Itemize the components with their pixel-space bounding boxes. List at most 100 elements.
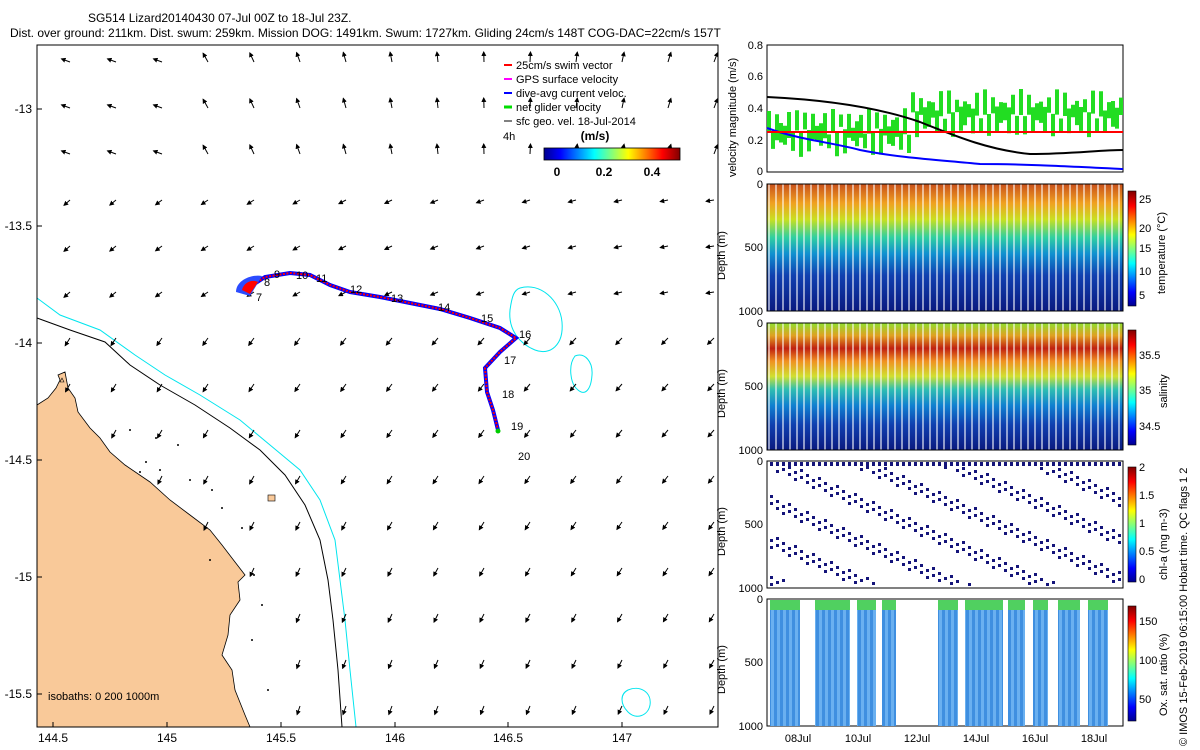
cb-tick: 1.5 — [1139, 490, 1154, 502]
chla-sample — [842, 462, 845, 466]
chla-sample — [920, 462, 923, 466]
chla-sample — [938, 579, 941, 582]
chla-sample — [1064, 480, 1067, 483]
chla-sample — [902, 482, 905, 485]
chla-sample — [770, 576, 773, 579]
chla-sample — [1034, 499, 1037, 502]
chla-sample — [896, 477, 899, 480]
chla-sample — [932, 574, 935, 577]
chla-sample — [788, 510, 791, 513]
chla-sample — [794, 462, 797, 466]
chla-sample — [878, 469, 881, 472]
chla-sample — [980, 475, 983, 478]
chla-sample — [974, 507, 977, 510]
chla-sample — [1064, 547, 1067, 550]
chla-sample — [800, 469, 803, 472]
chla-sample — [776, 544, 779, 547]
isobaths-label: isobaths: 0 200 1000m — [48, 691, 159, 703]
chla-sample — [854, 544, 857, 547]
track-label: 17 — [504, 355, 516, 367]
oxygen-profile-group — [965, 605, 1003, 726]
velocity-arrow — [340, 383, 347, 393]
legend-label: GPS surface velocity — [516, 74, 619, 86]
velocity-arrow — [386, 475, 393, 485]
chla-sample — [866, 547, 869, 550]
chla-sample — [860, 542, 863, 545]
track-label: 12 — [350, 284, 362, 296]
velocity-arrow — [340, 429, 347, 439]
chla-sample — [1088, 486, 1091, 489]
chla-sample — [890, 560, 893, 563]
chla-sample — [782, 579, 785, 582]
chla-sample — [890, 472, 893, 475]
velocity-arrow — [661, 475, 669, 484]
velocity-arrow — [295, 51, 301, 63]
chla-sample — [920, 564, 923, 567]
chla-sample — [794, 545, 797, 548]
velocity-arrow — [569, 337, 577, 346]
chla-sample — [788, 473, 791, 476]
velocity-arrow — [574, 97, 580, 109]
velocity-arrow — [523, 383, 531, 392]
chla-sample — [956, 550, 959, 553]
colorbar-title: (m/s) — [581, 129, 610, 143]
cb-tick: 0 — [1139, 574, 1145, 586]
chla-sample — [956, 499, 959, 502]
velocity-arrow — [249, 143, 255, 155]
chla-sample — [950, 575, 953, 578]
velocity-arrow — [713, 143, 719, 155]
chla-sample — [986, 480, 989, 483]
track-label: 15 — [481, 313, 493, 325]
velocity-arrow — [338, 199, 347, 205]
velocity-arrow — [663, 659, 669, 669]
velocity-arrow — [338, 245, 347, 251]
velocity-arrow — [432, 475, 439, 485]
chla-sample — [830, 462, 833, 466]
chla-sample — [1112, 529, 1115, 532]
chla-sample — [926, 462, 929, 466]
chla-sample — [1028, 538, 1031, 541]
cb-tick: 34.5 — [1139, 421, 1160, 433]
chla-sample — [962, 504, 965, 507]
chla-sample — [1010, 574, 1013, 577]
chla-sample — [950, 538, 953, 541]
velocity-arrow — [200, 291, 209, 298]
velocity-arrow — [709, 705, 715, 715]
chla-sample — [974, 558, 977, 561]
velocity-arrow — [156, 383, 163, 393]
chla-sample — [776, 500, 779, 503]
velocity-arrow — [525, 613, 531, 623]
chla-sample — [842, 527, 845, 530]
glider-track — [236, 270, 520, 434]
velocity-arrow — [156, 337, 163, 347]
depth-tick: 0 — [757, 179, 763, 191]
chla-sample — [818, 521, 821, 524]
net-velocity-series — [767, 89, 1123, 157]
chla-sample — [884, 511, 887, 514]
velocity-arrow — [616, 567, 623, 577]
chla-sample — [806, 511, 809, 514]
chla-sample — [836, 492, 839, 495]
chla-sample — [932, 462, 935, 466]
chla-sample — [854, 493, 857, 496]
chla-sample — [1022, 570, 1025, 573]
chla-sample — [998, 483, 1001, 486]
chla-sample — [896, 558, 899, 561]
chla-sample — [986, 517, 989, 520]
chla-sample — [1052, 470, 1055, 473]
chla-sample — [980, 549, 983, 552]
track-label: 10 — [296, 270, 308, 282]
velocity-arrow — [383, 245, 393, 250]
velocity-arrow — [202, 429, 209, 439]
velocity-arrow — [429, 291, 439, 296]
chla-sample — [1046, 462, 1049, 466]
chla-sample — [902, 556, 905, 559]
track-label: 11 — [316, 273, 327, 285]
velocity-arrow — [620, 51, 626, 63]
chla-sample — [848, 539, 851, 542]
velocity-arrow — [475, 291, 485, 296]
chla-sample — [1070, 559, 1073, 562]
chla-sample — [872, 545, 875, 548]
velocity-arrow — [341, 521, 347, 531]
chla-sample — [1070, 471, 1073, 474]
